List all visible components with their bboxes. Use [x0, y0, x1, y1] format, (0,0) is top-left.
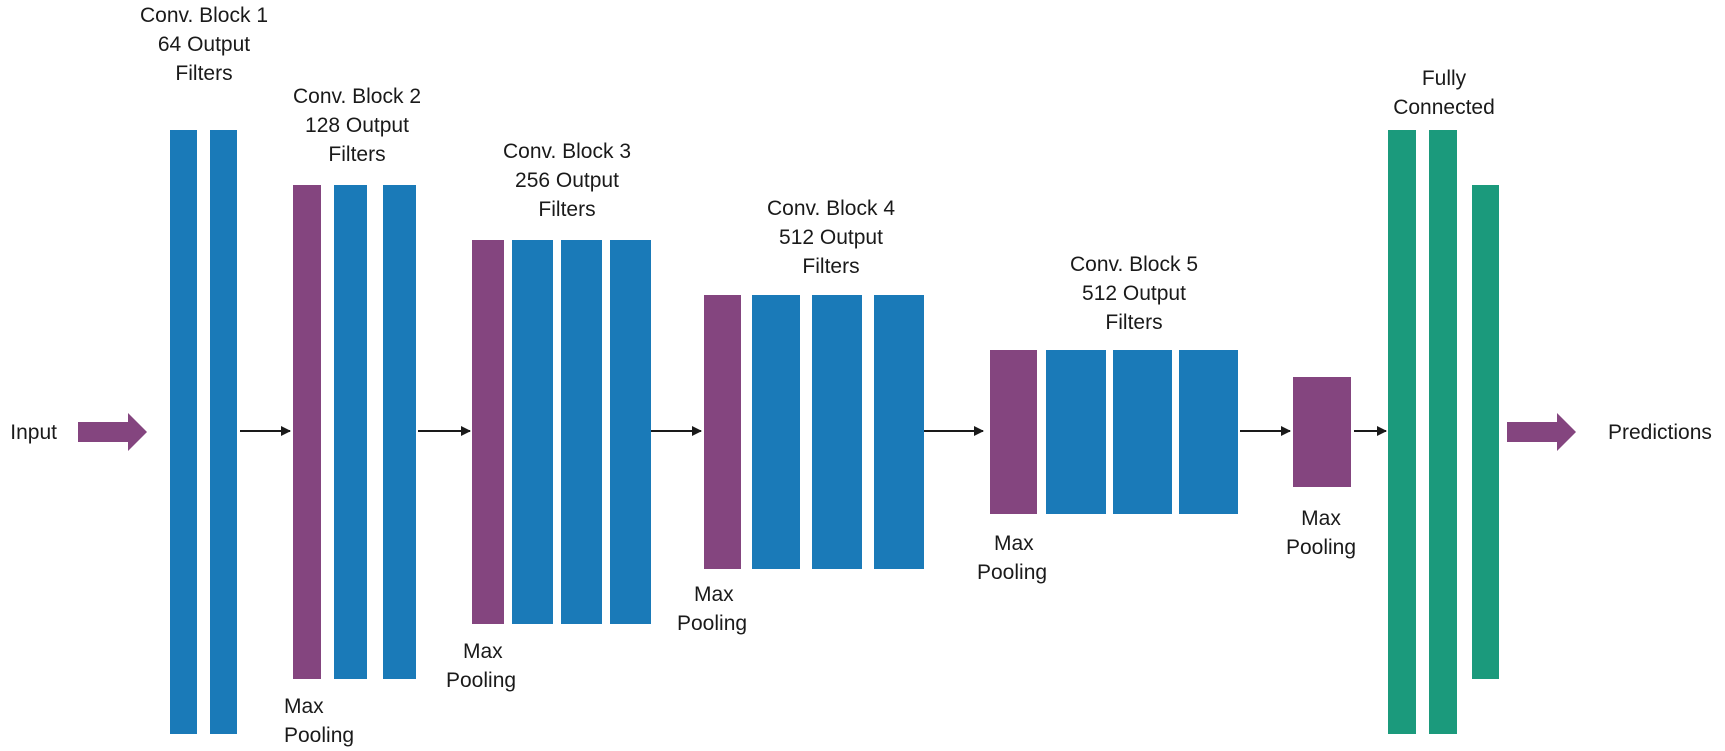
- fully-connected-block: [1388, 130, 1499, 734]
- fc-label: Fully: [1422, 67, 1467, 90]
- block-5-filters-suffix: Filters: [1105, 311, 1162, 334]
- pool-2-label-2: Pooling: [446, 669, 516, 692]
- pool-2-label: Max: [463, 640, 503, 663]
- conv-layer-bar: [752, 295, 800, 569]
- conv-layer-bar: [170, 130, 197, 734]
- conv-layer-bar: [610, 240, 651, 624]
- pool-5-label: Max: [1301, 507, 1341, 530]
- conv-layer-bar: [1113, 350, 1172, 514]
- conv-layer-bar: [334, 185, 367, 679]
- block-1-title: Conv. Block 1: [140, 4, 268, 27]
- max-pooling-bar: [704, 295, 741, 569]
- conv-layer-bar: [1179, 350, 1238, 514]
- pool-5-label-2: Pooling: [1286, 536, 1356, 559]
- block-4-filters-suffix: Filters: [802, 255, 859, 278]
- conv-block-2: [293, 185, 416, 679]
- fc-label-2: Connected: [1393, 96, 1495, 119]
- block-3-title: Conv. Block 3: [503, 140, 631, 163]
- pool-3-label-2: Pooling: [677, 612, 747, 635]
- output-label: Predictions: [1608, 421, 1712, 444]
- conv-layer-bar: [210, 130, 237, 734]
- final-max-pooling: [1293, 377, 1351, 487]
- block-4-filters: 512 Output: [779, 226, 883, 249]
- conv-block-4: [704, 295, 924, 569]
- max-pooling-bar: [293, 185, 321, 679]
- conv-layer-bar: [383, 185, 416, 679]
- block-3-filters: 256 Output: [515, 169, 619, 192]
- input-arrow: [78, 413, 147, 451]
- input-label: Input: [10, 421, 57, 444]
- pool-1-label-2: Pooling: [284, 724, 354, 747]
- pool-3-label: Max: [694, 583, 734, 606]
- block-2-filters: 128 Output: [305, 114, 409, 137]
- block-1-filters-suffix: Filters: [175, 62, 232, 85]
- conv-block-3: [472, 240, 651, 624]
- block-4-title: Conv. Block 4: [767, 197, 895, 220]
- max-pooling-bar: [472, 240, 504, 624]
- conv-block-5: [990, 350, 1238, 514]
- conv-layer-bar: [874, 295, 924, 569]
- block-5-filters: 512 Output: [1082, 282, 1186, 305]
- block-5-title: Conv. Block 5: [1070, 253, 1198, 276]
- pool-4-label: Max: [994, 532, 1034, 555]
- conv-layer-bar: [561, 240, 602, 624]
- max-pooling-bar: [1293, 377, 1351, 487]
- conv-block-1: [170, 130, 237, 734]
- block-2-title: Conv. Block 2: [293, 85, 421, 108]
- block-2-filters-suffix: Filters: [328, 143, 385, 166]
- fc-layer-bar: [1388, 130, 1416, 734]
- pool-1-label: Max: [284, 695, 324, 718]
- output-arrow: [1507, 413, 1576, 451]
- fc-layer-bar: [1472, 185, 1499, 679]
- conv-layer-bar: [1046, 350, 1106, 514]
- block-1-filters: 64 Output: [158, 33, 250, 56]
- max-pooling-bar: [990, 350, 1037, 514]
- fc-layer-bar: [1429, 130, 1457, 734]
- conv-layer-bar: [812, 295, 862, 569]
- pool-4-label-2: Pooling: [977, 561, 1047, 584]
- block-3-filters-suffix: Filters: [538, 198, 595, 221]
- conv-layer-bar: [512, 240, 553, 624]
